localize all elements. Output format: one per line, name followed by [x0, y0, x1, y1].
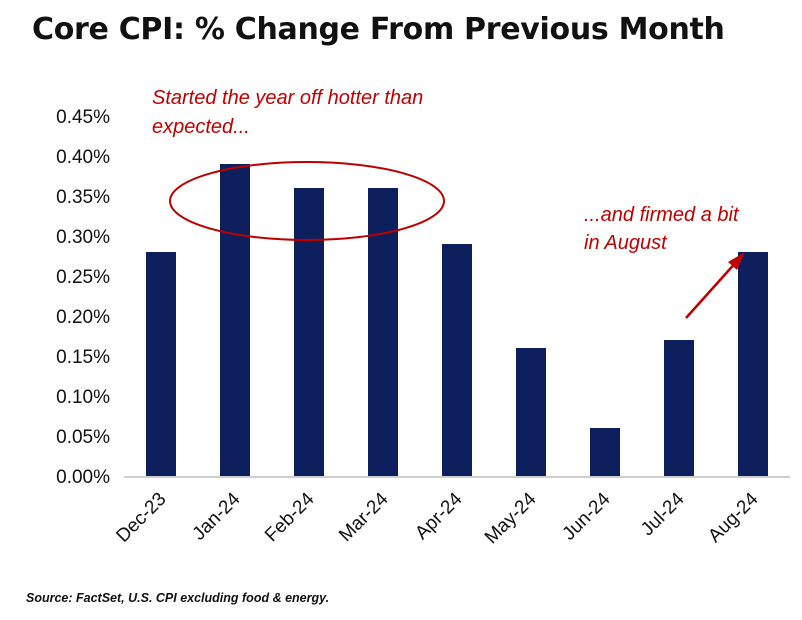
x-axis-ticks: Dec-23 Jan-24 Feb-24 Mar-24 Apr-24 May-24 Jun-… [112, 488, 762, 548]
x-tick-label: Jul-24 [637, 488, 689, 540]
x-tick-label: Jun-24 [559, 488, 615, 544]
annotation-arrow [685, 252, 745, 319]
bars-group [146, 164, 768, 476]
bar [146, 252, 176, 476]
y-axis-ticks: 0.00% 0.05% 0.10% 0.15% 0.20% 0.25% 0.30% 0.35%… [56, 107, 110, 488]
annotation-right-line2: in August [584, 232, 668, 254]
bar-chart: 0.00% 0.05% 0.10% 0.15% 0.20% 0.25% 0.30% 0.35%… [56, 87, 790, 548]
bar [664, 340, 694, 476]
y-tick-label: 0.40% [56, 147, 110, 168]
x-tick-label: Jan-24 [189, 488, 245, 544]
annotation-right-line1: ...and firmed a bit [584, 204, 740, 226]
annotation-top-line2: expected... [152, 116, 250, 138]
y-tick-label: 0.25% [56, 267, 110, 288]
y-tick-label: 0.20% [56, 307, 110, 328]
chart-title: Core CPI: % Change From Previous Month [32, 12, 725, 47]
y-tick-label: 0.10% [56, 387, 110, 408]
x-tick-label: Dec-23 [112, 489, 170, 547]
y-tick-label: 0.05% [56, 427, 110, 448]
x-tick-label: Mar-24 [335, 488, 393, 546]
annotation-top-line1: Started the year off hotter than [152, 87, 423, 109]
x-tick-label: Apr-24 [411, 488, 466, 543]
bar [590, 428, 620, 476]
bar [738, 252, 768, 476]
y-tick-label: 0.35% [56, 187, 110, 208]
bar [516, 348, 546, 476]
x-tick-label: May-24 [481, 488, 541, 548]
x-tick-label: Feb-24 [261, 488, 319, 546]
bar [220, 164, 250, 476]
highlight-ellipse [169, 161, 445, 241]
x-tick-label: Aug-24 [704, 488, 762, 546]
y-tick-label: 0.15% [56, 347, 110, 368]
y-tick-label: 0.45% [56, 107, 110, 128]
y-tick-label: 0.00% [56, 467, 110, 488]
source-note: Source: FactSet, U.S. CPI excluding food… [26, 591, 330, 605]
y-tick-label: 0.30% [56, 227, 110, 248]
bar [294, 188, 324, 476]
bar [442, 244, 472, 476]
